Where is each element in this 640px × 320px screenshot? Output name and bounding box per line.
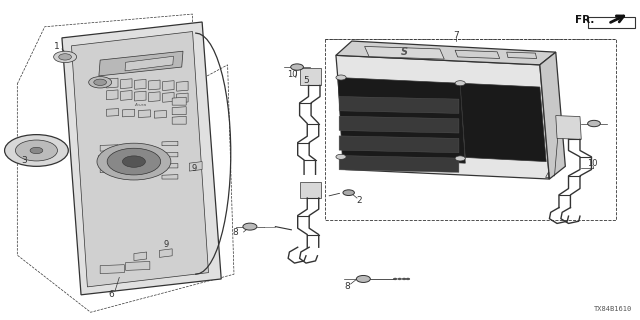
Polygon shape — [460, 83, 546, 162]
Polygon shape — [134, 79, 146, 89]
Text: 9: 9 — [163, 240, 168, 249]
Polygon shape — [120, 91, 132, 100]
Circle shape — [356, 276, 371, 283]
Circle shape — [30, 147, 43, 154]
Text: 5: 5 — [303, 76, 309, 84]
Polygon shape — [162, 152, 178, 157]
Polygon shape — [540, 52, 565, 179]
Polygon shape — [100, 145, 118, 151]
Circle shape — [402, 278, 406, 280]
Text: 8: 8 — [344, 282, 350, 291]
Polygon shape — [99, 155, 116, 162]
Circle shape — [54, 51, 77, 63]
Polygon shape — [339, 136, 459, 153]
Polygon shape — [338, 77, 465, 163]
Text: 8: 8 — [232, 228, 238, 237]
Polygon shape — [148, 80, 160, 90]
Text: 2: 2 — [356, 196, 362, 205]
Polygon shape — [339, 156, 459, 172]
Polygon shape — [125, 56, 173, 71]
Polygon shape — [72, 32, 209, 287]
Polygon shape — [148, 92, 160, 102]
Circle shape — [406, 278, 410, 280]
Polygon shape — [159, 249, 172, 257]
Polygon shape — [172, 97, 186, 105]
Polygon shape — [163, 92, 174, 102]
Circle shape — [107, 148, 161, 175]
Polygon shape — [336, 55, 549, 179]
Polygon shape — [125, 261, 150, 270]
Polygon shape — [507, 52, 537, 59]
Polygon shape — [120, 79, 132, 89]
Polygon shape — [336, 41, 556, 65]
Circle shape — [397, 278, 401, 280]
Polygon shape — [134, 252, 147, 260]
Text: 1: 1 — [54, 42, 60, 51]
Polygon shape — [162, 164, 178, 168]
Polygon shape — [154, 110, 166, 118]
Polygon shape — [163, 81, 174, 91]
Circle shape — [4, 135, 68, 166]
Text: TX84B1610: TX84B1610 — [594, 306, 632, 312]
Circle shape — [97, 143, 171, 180]
Polygon shape — [100, 265, 124, 274]
Polygon shape — [365, 46, 444, 59]
Polygon shape — [300, 68, 321, 85]
Polygon shape — [138, 110, 150, 117]
Text: 10: 10 — [287, 70, 298, 79]
Circle shape — [336, 75, 346, 80]
Polygon shape — [177, 81, 188, 91]
Circle shape — [122, 156, 145, 167]
Polygon shape — [189, 162, 202, 171]
Polygon shape — [134, 91, 146, 101]
Circle shape — [291, 64, 303, 70]
Polygon shape — [339, 116, 459, 133]
Polygon shape — [177, 93, 188, 103]
Polygon shape — [300, 182, 321, 198]
Text: 7: 7 — [453, 31, 459, 40]
Text: Acura: Acura — [134, 103, 147, 108]
Circle shape — [336, 154, 346, 159]
Circle shape — [243, 223, 257, 230]
Text: 4: 4 — [545, 172, 550, 181]
Circle shape — [455, 81, 465, 86]
Circle shape — [588, 120, 600, 127]
Polygon shape — [106, 90, 118, 100]
Polygon shape — [172, 116, 186, 124]
Circle shape — [15, 140, 58, 161]
Polygon shape — [106, 108, 118, 116]
Polygon shape — [62, 22, 221, 295]
Polygon shape — [339, 97, 459, 113]
Text: 10: 10 — [588, 159, 598, 168]
Text: FR.: FR. — [575, 15, 594, 25]
Polygon shape — [122, 109, 134, 117]
Text: S: S — [401, 47, 408, 58]
Polygon shape — [106, 78, 118, 88]
Circle shape — [455, 156, 465, 161]
Polygon shape — [172, 107, 186, 115]
Text: 9: 9 — [191, 164, 196, 173]
Polygon shape — [100, 166, 118, 173]
Circle shape — [59, 54, 72, 60]
Circle shape — [394, 278, 397, 280]
Text: 6: 6 — [109, 290, 115, 299]
Polygon shape — [556, 116, 581, 140]
Polygon shape — [99, 51, 183, 76]
Circle shape — [343, 190, 355, 196]
Polygon shape — [455, 50, 500, 59]
Circle shape — [94, 79, 106, 85]
Text: 3: 3 — [21, 156, 27, 164]
Polygon shape — [162, 175, 178, 179]
Polygon shape — [162, 141, 178, 146]
Circle shape — [89, 76, 111, 88]
